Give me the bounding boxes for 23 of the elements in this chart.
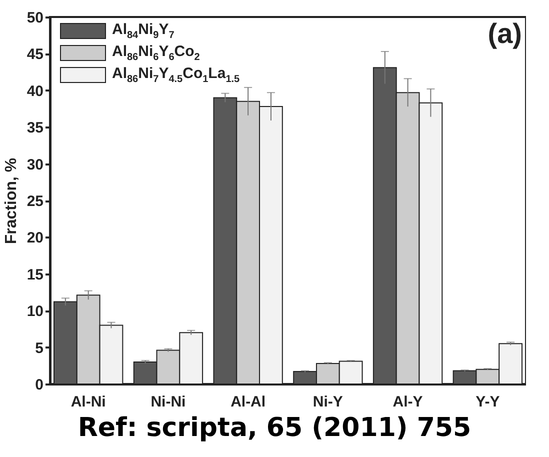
y-tick-label: 0	[35, 376, 44, 394]
x-tick-label: Al-Ni	[70, 394, 106, 410]
legend-label: Al$_{86}$Ni$_{6}$Y$_{6}$Co$_{2}$	[112, 43, 200, 63]
x-tick-label: Al-Y	[392, 394, 423, 410]
y-tick-label: 45	[26, 46, 44, 64]
y-tick-label: 35	[26, 120, 44, 137]
y-tick-label: 15	[26, 266, 44, 284]
y-axis-title: Fraction, %	[2, 158, 20, 244]
y-tick-label: 5	[35, 340, 44, 357]
y-tick-label: 40	[26, 82, 44, 100]
x-tick-label: Ni-Y	[312, 394, 343, 410]
text: Al$_{86}$Ni$_{7}$Y$_{4.5}$Co$_{1}$La$_{1.5}$	[112, 65, 240, 85]
x-tick-label: Y-Y	[476, 394, 500, 410]
y-tick-label: 25	[26, 193, 44, 210]
annotation: (a)	[488, 18, 522, 49]
y-tick-label: 30	[26, 156, 44, 174]
y-tick-label: 50	[26, 10, 44, 26]
y-tick-label: 10	[26, 303, 44, 320]
y-tick-label: 20	[26, 230, 44, 247]
x-tick-label: Al-Al	[230, 394, 266, 410]
x-tick-label: Ni-Ni	[150, 394, 186, 410]
text: Ref: scripta, 65 (2011) 755	[76, 413, 472, 443]
legend-label: Al$_{84}$Ni$_{9}$Y$_{7}$	[112, 21, 174, 41]
